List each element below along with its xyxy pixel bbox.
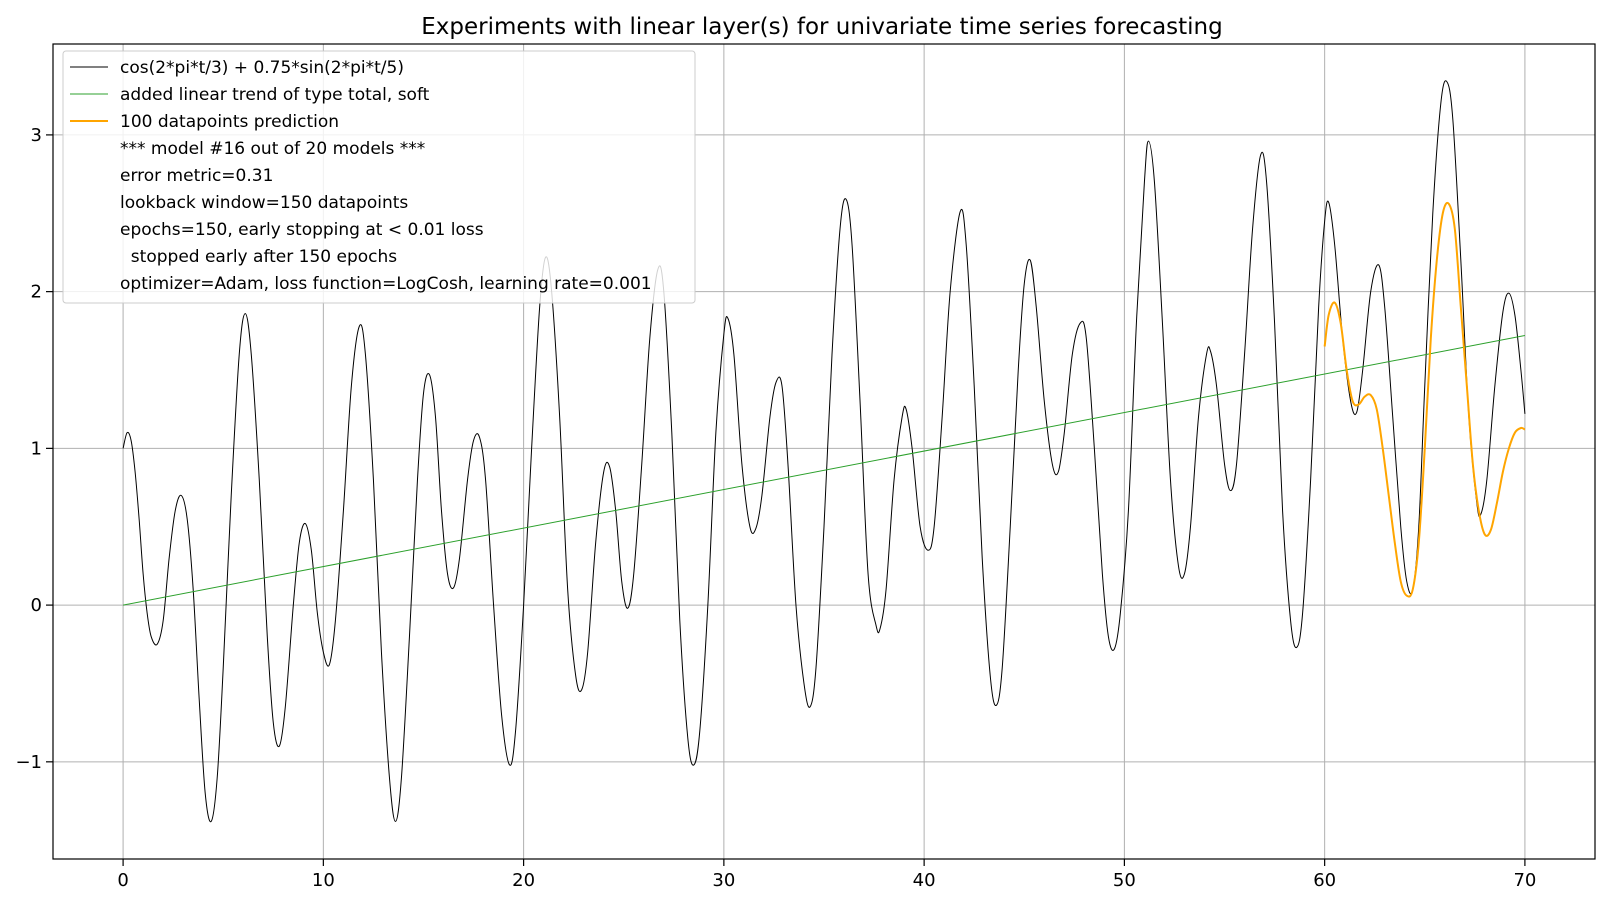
axis-ticks: 0 10 20 30 40 50 60 70 −1 0 1 2 3 — [15, 125, 1536, 891]
legend-info-stopped: stopped early after 150 epochs — [120, 247, 397, 267]
legend-info-error: error metric=0.31 — [120, 166, 273, 186]
x-tick-label: 0 — [117, 870, 128, 891]
legend-label-prediction: 100 datapoints prediction — [120, 112, 339, 132]
x-tick-label: 60 — [1313, 870, 1336, 891]
chart-title: Experiments with linear layer(s) for uni… — [421, 14, 1223, 40]
signal-line — [122, 80, 1526, 823]
y-tick-label: 1 — [31, 438, 42, 459]
legend-label-trend: added linear trend of type total, soft — [120, 85, 430, 105]
x-tick-label: 70 — [1513, 870, 1536, 891]
x-tick-label: 40 — [913, 870, 936, 891]
y-tick-label: 0 — [31, 595, 42, 616]
trend-line — [122, 335, 1526, 606]
legend-info-epochs: epochs=150, early stopping at < 0.01 los… — [120, 220, 484, 240]
plot-series — [122, 80, 1526, 823]
x-tick-label: 10 — [312, 870, 335, 891]
x-tick-label: 50 — [1113, 870, 1136, 891]
prediction-line — [1323, 201, 1526, 598]
x-tick-label: 30 — [712, 870, 735, 891]
legend-label-signal: cos(2*pi*t/3) + 0.75*sin(2*pi*t/5) — [120, 58, 404, 78]
legend: cos(2*pi*t/3) + 0.75*sin(2*pi*t/5) added… — [62, 50, 696, 304]
plot-frame — [52, 43, 1596, 860]
legend-info-optimizer: optimizer=Adam, loss function=LogCosh, l… — [120, 274, 652, 294]
legend-info-model: *** model #16 out of 20 models *** — [120, 139, 425, 159]
y-tick-label: 2 — [31, 282, 42, 303]
legend-box — [62, 50, 696, 304]
legend-info-lookback: lookback window=150 datapoints — [120, 193, 408, 213]
x-tick-label: 20 — [512, 870, 535, 891]
y-tick-label: −1 — [15, 752, 42, 773]
y-tick-label: 3 — [31, 125, 42, 146]
